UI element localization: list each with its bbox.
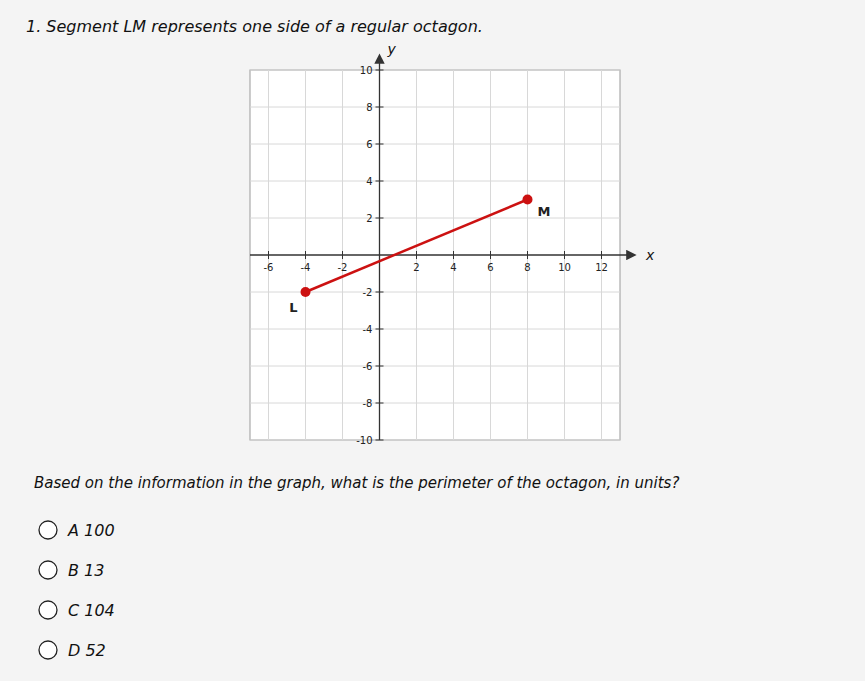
y-tick	[376, 329, 384, 330]
y-axis	[379, 56, 380, 440]
radio-button[interactable]	[39, 641, 57, 659]
y-tick-label: 8	[366, 102, 372, 113]
x-tick-label: 2	[413, 262, 419, 273]
grid-line-x	[416, 70, 417, 440]
grid-line-y	[250, 366, 620, 367]
grid-line-x	[268, 70, 269, 440]
choice[interactable]: A 100	[39, 521, 115, 540]
grid-line-x	[305, 70, 306, 440]
marks	[301, 195, 533, 298]
x-tick-label: -4	[301, 262, 311, 273]
grid-line-y	[250, 70, 620, 71]
y-axis-label: y	[387, 41, 397, 57]
title: 1. Segment LM represents one side of a r…	[26, 17, 483, 36]
x-tick	[527, 251, 528, 259]
grid-line-y	[250, 144, 620, 145]
radio-button[interactable]	[39, 601, 57, 619]
x-tick-label: -6	[264, 262, 274, 273]
x-tick	[564, 251, 565, 259]
x-tick	[416, 251, 417, 259]
point	[523, 195, 533, 205]
y-tick	[376, 181, 384, 182]
y-tick-label: 2	[366, 213, 372, 224]
x-tick	[305, 251, 306, 259]
radio-button[interactable]	[39, 521, 57, 539]
y-tick	[376, 218, 384, 219]
grid-line-x	[342, 70, 343, 440]
choice[interactable]: C 104	[39, 601, 115, 620]
grid-line-y	[250, 181, 620, 182]
choice-label[interactable]: B 13	[68, 561, 104, 580]
point	[301, 287, 311, 297]
y-tick	[376, 70, 384, 71]
point-label: M	[538, 204, 551, 219]
y-tick-label: 4	[366, 176, 372, 187]
x-tick	[490, 251, 491, 259]
grid-line-x	[453, 70, 454, 440]
choice-label[interactable]: C 104	[68, 601, 115, 620]
y-tick-label: 6	[366, 139, 372, 150]
grid-line-y	[250, 107, 620, 108]
choice[interactable]: B 13	[39, 561, 104, 580]
x-tick	[342, 251, 343, 259]
x-tick-label: 6	[487, 262, 493, 273]
axes: -6 -4 -2 2 4 6 8 10 12 -10 -8 -6 -4 -2 2 4 6 8 10	[250, 56, 634, 446]
grid-line-x	[490, 70, 491, 440]
y-tick	[376, 292, 384, 293]
grid-line-x	[601, 70, 602, 440]
x-tick-label: 12	[595, 262, 608, 273]
grid-line-x	[527, 70, 528, 440]
radio-button[interactable]	[39, 561, 57, 579]
choice-label[interactable]: D 52	[68, 641, 106, 660]
x-tick-label: 10	[558, 262, 571, 273]
grid-line-y	[250, 218, 620, 219]
y-tick-label: -2	[363, 287, 373, 298]
y-tick-label: -4	[363, 324, 373, 335]
choice-label[interactable]: A 100	[67, 521, 115, 540]
segment	[306, 200, 528, 293]
grid-line-y	[250, 440, 620, 441]
point-label: L	[289, 300, 297, 315]
chart-root: 1. Segment LM represents one side of a r…	[0, 0, 865, 681]
choice[interactable]: D 52	[39, 641, 106, 660]
x-tick	[453, 251, 454, 259]
question: Based on the information in the graph, w…	[34, 474, 679, 492]
y-tick-label: -8	[363, 398, 373, 409]
y-tick	[376, 366, 384, 367]
y-tick-label: 10	[360, 65, 373, 76]
chart: 1. Segment LM represents one side of a r…	[0, 0, 865, 681]
y-tick-label: -10	[356, 435, 372, 446]
grid-line-y	[250, 403, 620, 404]
y-tick	[376, 440, 384, 441]
x-tick-label: -2	[338, 262, 348, 273]
x-axis	[250, 254, 634, 255]
y-tick	[376, 107, 384, 108]
x-tick-label: 8	[524, 262, 530, 273]
x-axis-label: x	[645, 247, 655, 263]
y-tick-label: -6	[363, 361, 373, 372]
x-tick-label: 4	[450, 262, 456, 273]
grid-line-x	[564, 70, 565, 440]
x-tick	[268, 251, 269, 259]
y-tick	[376, 144, 384, 145]
y-tick	[376, 403, 384, 404]
x-tick	[601, 251, 602, 259]
grid-line-y	[250, 329, 620, 330]
